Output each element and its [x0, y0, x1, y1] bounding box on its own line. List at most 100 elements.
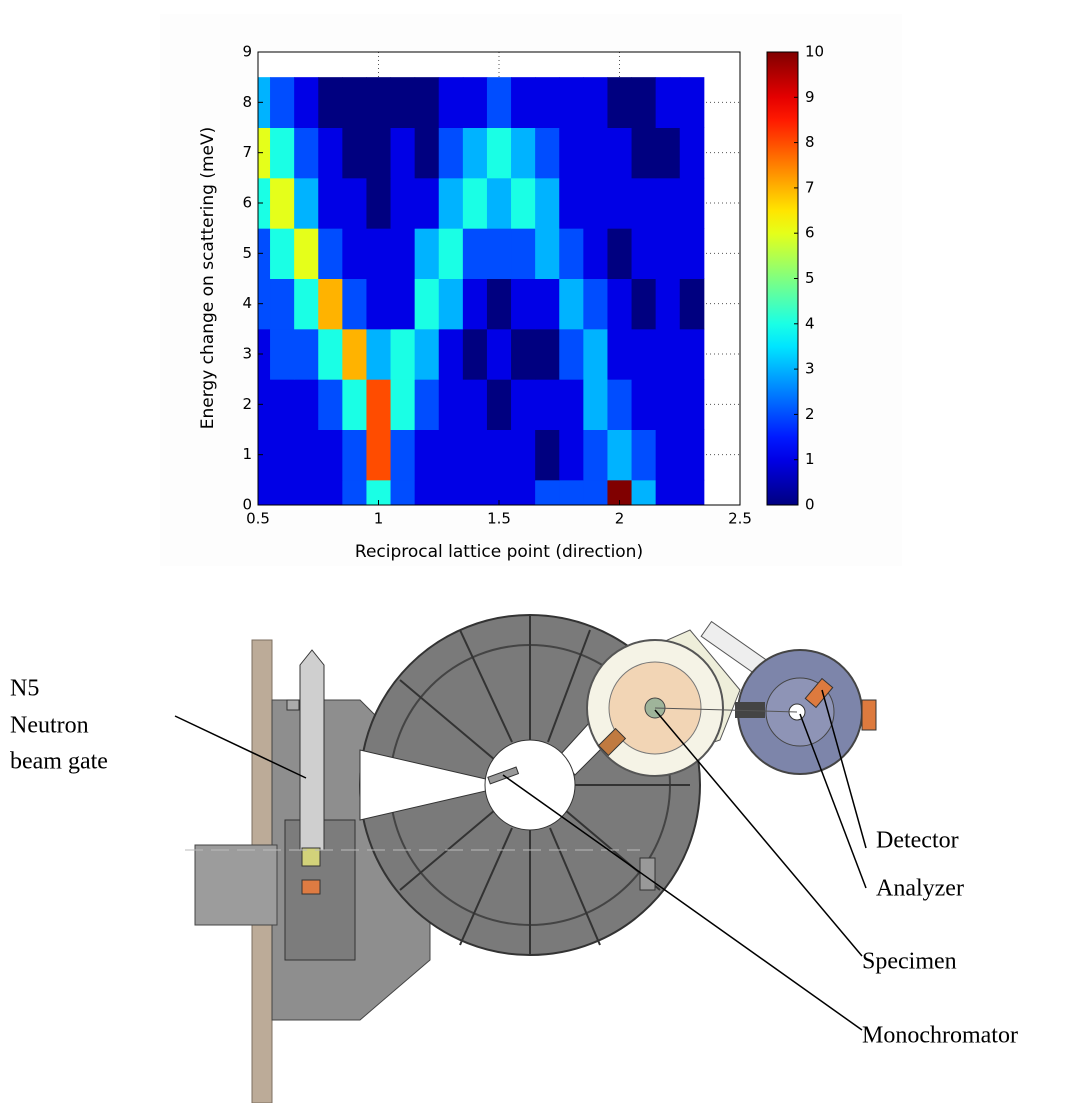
- heatmap-cell: [655, 77, 681, 128]
- heatmap-cell: [655, 429, 681, 481]
- heatmap-cell: [462, 379, 488, 430]
- heatmap-cell: [366, 328, 392, 380]
- label: Detector: [876, 828, 959, 854]
- heatmap-cell: [679, 228, 705, 279]
- heatmap-cell: [607, 278, 633, 330]
- heatmap-cell: [559, 429, 584, 481]
- y-axis-label: Energy change on scattering (meV): [198, 127, 218, 429]
- heatmap-cell: [414, 328, 440, 380]
- heatmap-cells: [258, 77, 705, 505]
- colorbar-tick-label: 8: [805, 133, 815, 151]
- heatmap-cell: [583, 177, 608, 229]
- heatmap-cell: [607, 177, 633, 229]
- heatmap-cell: [462, 77, 488, 128]
- heatmap-cell: [679, 328, 705, 380]
- heatmap-cell: [535, 127, 560, 179]
- heatmap-cell: [679, 278, 705, 330]
- heatmap-cell: [486, 379, 512, 430]
- heatmap-cell: [535, 177, 560, 229]
- gate-insert: [301, 879, 321, 895]
- colorbar-tick-label: 3: [805, 360, 815, 378]
- heatmap-cell: [583, 379, 608, 430]
- heatmap-cell: [258, 77, 271, 128]
- heatmap-cell: [511, 429, 536, 481]
- heatmap-cell: [414, 479, 440, 505]
- heatmap-cell: [438, 127, 464, 179]
- gate-bar: [299, 649, 325, 851]
- colorbar-tick-label: 1: [805, 450, 815, 468]
- x-tick-label: 2: [615, 510, 625, 528]
- heatmap-cell: [318, 127, 343, 179]
- heatmap-cell: [270, 177, 295, 229]
- heatmap-cell: [511, 127, 536, 179]
- heatmap-cell: [270, 328, 295, 380]
- heatmap-cell: [631, 479, 657, 505]
- gate-tab: [286, 699, 300, 711]
- heatmap-cell: [438, 77, 464, 128]
- colorbar-tick-label: 4: [805, 314, 815, 332]
- heatmap-cell: [559, 228, 584, 279]
- heatmap-cell: [414, 228, 440, 279]
- heatmap-cell: [486, 77, 512, 128]
- heatmap-cell: [631, 127, 657, 179]
- heatmap-cell: [342, 228, 367, 279]
- colorbar-tick-label: 6: [805, 224, 815, 242]
- heatmap-cell: [679, 479, 705, 505]
- colorbar-tick-label: 2: [805, 405, 815, 423]
- analyzer-collimator: [735, 702, 765, 718]
- drum-block: [639, 857, 656, 891]
- heatmap-cell: [462, 429, 488, 481]
- heatmap-cell: [535, 479, 560, 505]
- heatmap-cell: [486, 429, 512, 481]
- label: Monochromator: [862, 1023, 1018, 1049]
- drum-core: [484, 739, 576, 831]
- heatmap-cell: [535, 429, 560, 481]
- heatmap-cell: [294, 77, 319, 128]
- heatmap-cell: [318, 328, 343, 380]
- heatmap-cell: [414, 127, 440, 179]
- heatmap-cell: [414, 379, 440, 430]
- y-tick-label: 4: [242, 294, 252, 312]
- heatmap-cell: [511, 379, 536, 430]
- heatmap-cell: [366, 228, 392, 279]
- heatmap-cell: [390, 379, 416, 430]
- heatmap-cell: [655, 379, 681, 430]
- heatmap-cell: [462, 479, 488, 505]
- heatmap-cell: [318, 479, 343, 505]
- heatmap-cell: [342, 278, 367, 330]
- x-axis-label: Reciprocal lattice point (direction): [355, 542, 643, 562]
- heatmap-cell: [583, 429, 608, 481]
- heatmap-cell: [342, 479, 367, 505]
- heatmap-cell: [390, 429, 416, 481]
- heatmap-cell: [631, 429, 657, 481]
- heatmap-cell: [390, 228, 416, 279]
- heatmap-cell: [318, 379, 343, 430]
- heatmap-cell: [258, 228, 271, 279]
- y-tick-label: 7: [242, 143, 252, 161]
- heatmap-cell: [342, 77, 367, 128]
- heatmap-cell: [270, 479, 295, 505]
- label: Specimen: [862, 949, 957, 975]
- heatmap-cell: [679, 177, 705, 229]
- x-tick-label: 1.5: [487, 510, 511, 528]
- heatmap-cell: [390, 127, 416, 179]
- heatmap-cell: [438, 228, 464, 279]
- heatmap-cell: [535, 278, 560, 330]
- heatmap-cell: [390, 479, 416, 505]
- heatmap-cell: [631, 278, 657, 330]
- heatmap-cell: [342, 429, 367, 481]
- heatmap-cell: [607, 127, 633, 179]
- heatmap-cell: [486, 177, 512, 229]
- heatmap-cell: [438, 328, 464, 380]
- heatmap-cell: [559, 479, 584, 505]
- heatmap-cell: [462, 228, 488, 279]
- heatmap-cell: [294, 228, 319, 279]
- heatmap-cell: [511, 177, 536, 229]
- heatmap-cell: [511, 328, 536, 380]
- colorbar-tick-label: 0: [805, 496, 815, 514]
- heatmap-cell: [559, 127, 584, 179]
- heatmap-cell: [342, 177, 367, 229]
- heatmap-cell: [318, 228, 343, 279]
- colorbar-tick-label: 7: [805, 178, 815, 196]
